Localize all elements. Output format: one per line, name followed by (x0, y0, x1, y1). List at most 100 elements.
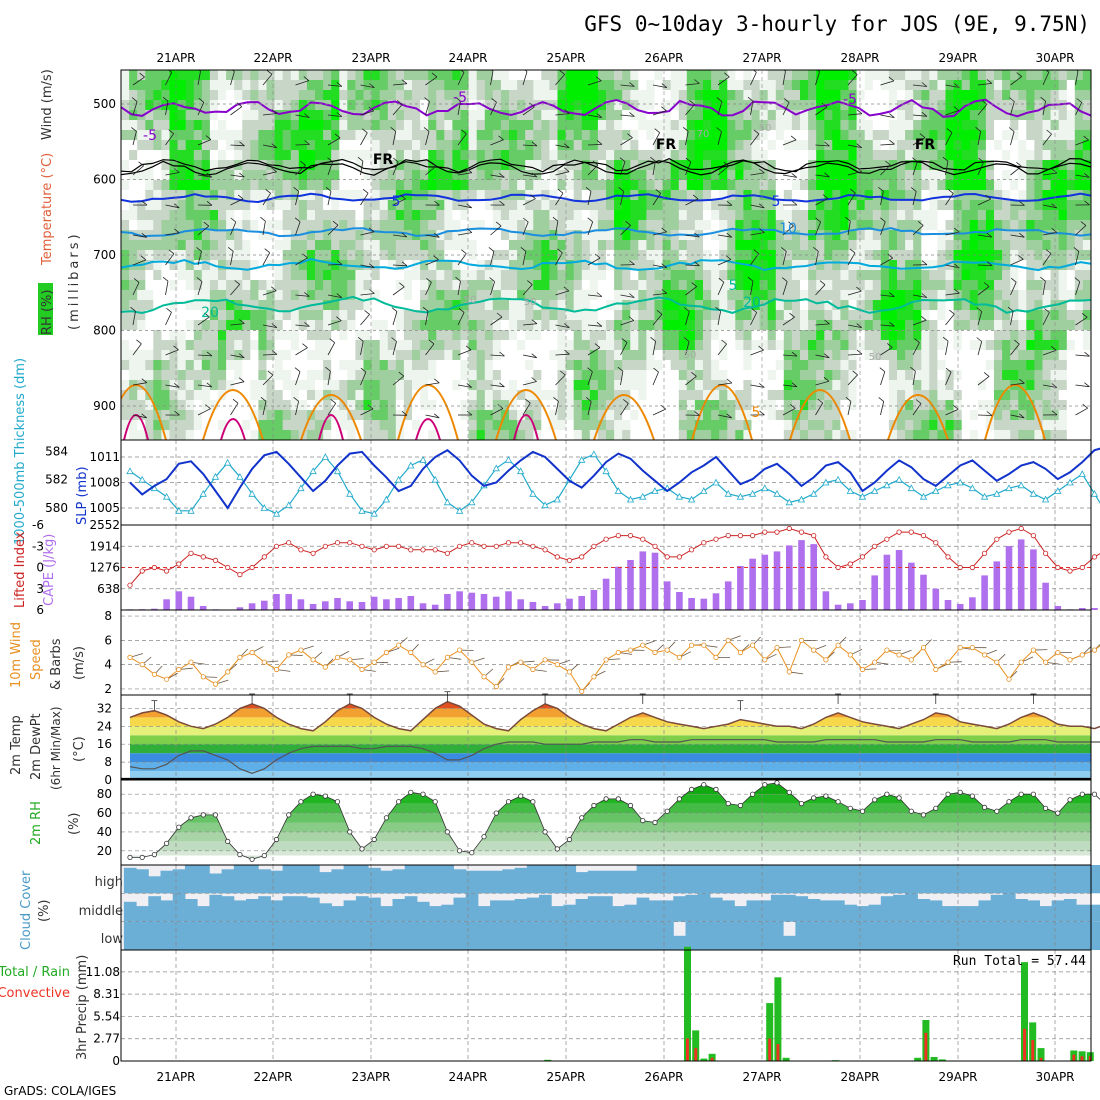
rh-cell (282, 270, 292, 281)
rh-cell (379, 230, 389, 241)
rh-cell (306, 100, 316, 111)
rh-cell (323, 430, 332, 440)
rh-cell (315, 200, 324, 211)
rh-cell (274, 180, 284, 191)
rh-cell (177, 170, 187, 181)
rh-cell (331, 130, 340, 141)
wind-barb-flag (531, 319, 538, 325)
rh-cell (961, 410, 971, 421)
rh-cell (500, 280, 510, 291)
rh-cell (646, 80, 656, 91)
rh-cell (646, 160, 656, 171)
rh-cell (387, 270, 397, 281)
rh-cell (589, 230, 599, 241)
rh-cell (484, 80, 494, 91)
rh-cell (395, 310, 405, 321)
rh-cell (808, 300, 817, 311)
rh-cell (169, 110, 179, 121)
rh-cell (177, 290, 187, 301)
rh-cell (646, 100, 656, 111)
rh-cell (258, 380, 268, 391)
rh-cell (492, 320, 502, 331)
rh-cell (888, 430, 898, 440)
rh-cell (703, 390, 712, 401)
rh-cell (775, 170, 785, 181)
wind-barb-flag (174, 382, 180, 388)
rh-cell (452, 230, 462, 241)
rh-cell (1034, 80, 1044, 91)
rh-cell (670, 190, 680, 201)
rh-cell (1066, 180, 1076, 191)
rh-cell (137, 420, 146, 431)
rh-cell (266, 240, 276, 251)
rh-cell (492, 80, 502, 91)
rh-cell (937, 330, 947, 341)
rh-cell (759, 80, 769, 91)
rh-cell (573, 90, 583, 101)
rh-cell (848, 260, 858, 271)
rh-cell (630, 370, 639, 381)
rh-cell (783, 170, 793, 181)
rh-cell (905, 290, 914, 301)
rh-cell (460, 350, 470, 361)
rh-cell (436, 310, 445, 321)
rh-cell (937, 380, 947, 391)
rh-cell (913, 240, 922, 251)
rh-cell (872, 310, 882, 321)
rh-cell (363, 350, 373, 361)
rh-cell (913, 190, 922, 201)
wind-barb (262, 290, 277, 296)
rh-cell (331, 120, 340, 131)
rh-cell (412, 290, 421, 301)
rh-cell (484, 120, 494, 131)
rh-cell (428, 120, 437, 131)
rh-cell (452, 70, 462, 81)
rh-cell (1082, 150, 1091, 161)
rh-cell (994, 310, 1003, 321)
rh-cell (630, 300, 639, 311)
rh-cell (897, 370, 906, 381)
wind-barb-flag (495, 221, 502, 227)
rh-cell (242, 430, 251, 440)
rh-cell (403, 250, 413, 261)
rh-shading (121, 70, 1091, 440)
rh-cell (153, 350, 162, 361)
rh-cell (678, 410, 688, 421)
rh-cell (589, 190, 599, 201)
rh-cell (121, 280, 130, 291)
rh-cell (339, 160, 348, 171)
rh-cell (185, 230, 195, 241)
wind-barb-flag (392, 157, 399, 163)
rh-cell (468, 310, 478, 321)
rh-cell (395, 160, 405, 171)
wind-barb (522, 323, 537, 326)
wind-barb-flag (399, 282, 405, 288)
rh-cell (484, 190, 494, 201)
rh-cell (913, 150, 922, 161)
rh-cell (549, 190, 559, 201)
wind-barb-flag (455, 96, 461, 102)
rh-cell (403, 210, 413, 221)
wind-barb (685, 311, 690, 326)
wind-barb-flag (357, 336, 364, 342)
rh-cell (525, 400, 534, 411)
rh-cell (492, 380, 502, 391)
rh-cell (331, 260, 340, 271)
rh-cell (646, 390, 656, 401)
rh-cell (355, 200, 365, 211)
rh-cell (565, 330, 575, 341)
rh-cell (436, 80, 445, 91)
rh-cell (994, 340, 1003, 351)
rh-cell (306, 220, 316, 231)
wind-barb (490, 71, 494, 86)
wind-barb-flag (140, 255, 147, 261)
rh-cell (945, 190, 955, 201)
rh-cell (436, 240, 445, 251)
wind-barb-flag (205, 135, 212, 140)
rh-cell (622, 290, 631, 301)
rh-cell (541, 170, 550, 181)
rh-cell (703, 240, 712, 251)
rh-cell (315, 400, 324, 411)
rh-cell (315, 240, 324, 251)
rh-cell (201, 120, 211, 131)
